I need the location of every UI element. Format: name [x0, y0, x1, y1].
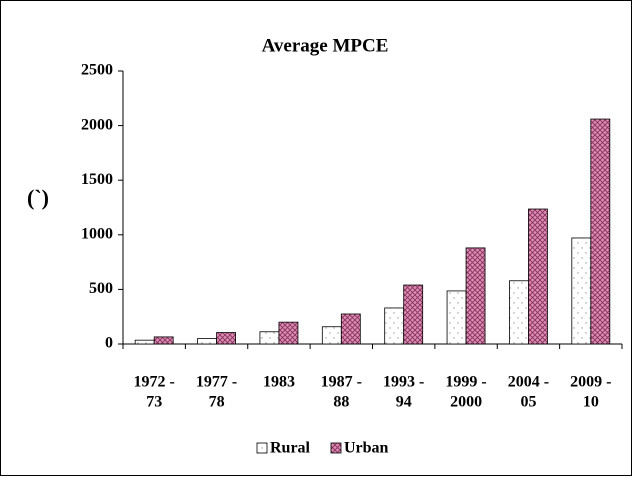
x-tick-label: 10: [583, 394, 599, 411]
x-tick-label: 94: [396, 394, 412, 411]
bar: [197, 338, 217, 345]
y-tick-label: 2000: [81, 116, 113, 133]
bar: [403, 284, 424, 345]
y-tick-label: 1500: [81, 171, 113, 188]
x-tick-label: 78: [209, 394, 225, 411]
bar: [384, 307, 405, 345]
x-tick-label: 2009 -: [570, 374, 611, 391]
x-tick-label: 1993 -: [383, 374, 424, 391]
x-tick-label: 1999 -: [445, 374, 486, 391]
bar: [528, 208, 548, 345]
y-tick-label: 2500: [81, 62, 113, 79]
x-tick-label: 1983: [263, 374, 295, 391]
bar: [278, 321, 299, 345]
y-tick-label: 0: [105, 335, 113, 352]
x-tick-label: 1977 -: [196, 374, 237, 391]
legend-swatch: [256, 442, 268, 454]
bar: [216, 332, 236, 345]
legend-swatch: [330, 442, 342, 454]
x-tick-label: 73: [146, 394, 162, 411]
x-tick-label: 1972 -: [134, 374, 175, 391]
legend-label: Rural: [270, 440, 311, 457]
bar: [571, 237, 592, 345]
bar: [509, 280, 529, 345]
bar: [465, 247, 486, 345]
y-axis-label: (`): [27, 185, 49, 210]
y-tick-label: 1000: [81, 225, 113, 242]
bar: [340, 313, 361, 345]
bar: [321, 326, 342, 345]
y-tick-label: 500: [89, 280, 113, 297]
x-tick-label: 2000: [450, 394, 482, 411]
x-tick-label: 05: [520, 394, 536, 411]
x-tick-label: 1987 -: [321, 374, 362, 391]
chart-title: Average MPCE: [262, 35, 389, 56]
bar: [134, 339, 155, 345]
bar: [590, 118, 611, 345]
bar: [259, 331, 280, 345]
legend-label: Urban: [344, 440, 389, 457]
bar: [153, 336, 174, 345]
x-tick-label: 2004 -: [508, 374, 549, 391]
bar: [446, 290, 467, 345]
x-tick-label: 88: [333, 394, 349, 411]
